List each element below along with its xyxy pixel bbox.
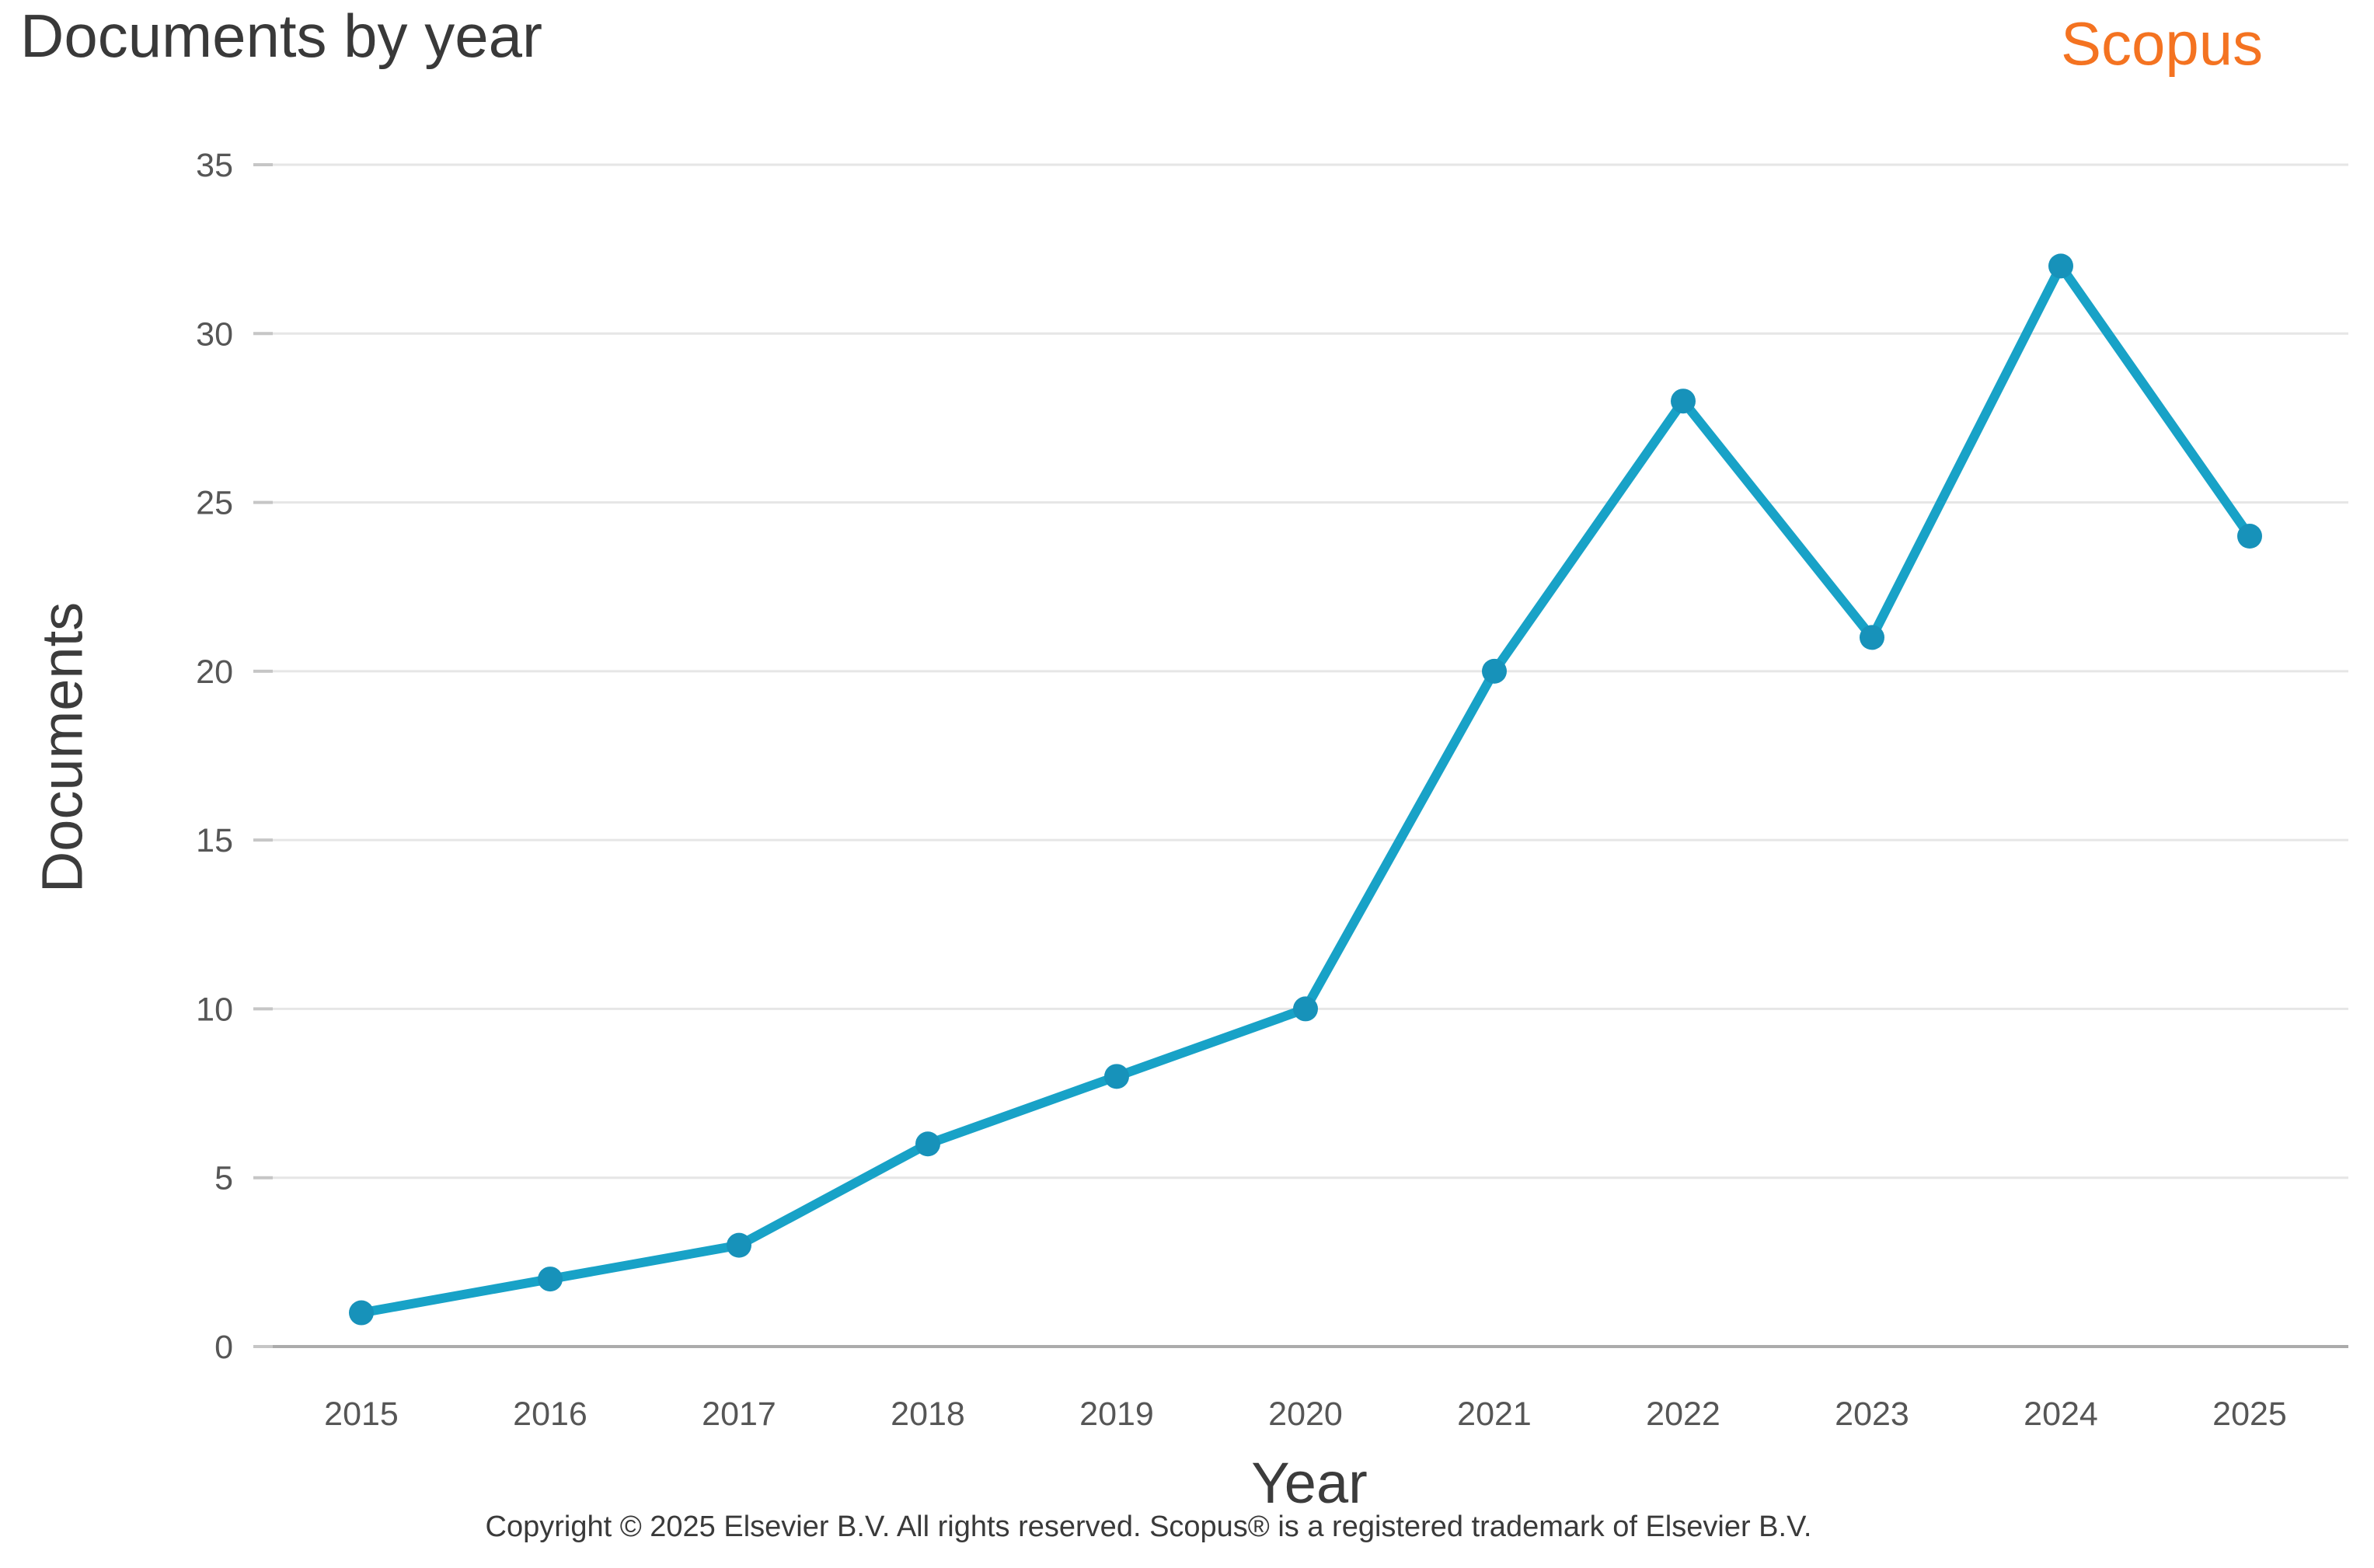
x-tick-label-2015: 2015 xyxy=(324,1396,399,1433)
x-tick-label-2019: 2019 xyxy=(1079,1396,1154,1433)
x-tick-label-2025: 2025 xyxy=(2212,1396,2287,1433)
x-tick-label-2020: 2020 xyxy=(1268,1396,1343,1433)
x-tick-label-2023: 2023 xyxy=(1835,1396,1909,1433)
y-tick-label-20: 20 xyxy=(196,653,233,691)
data-point-2015[interactable] xyxy=(349,1300,374,1326)
data-point-2018[interactable] xyxy=(915,1131,940,1157)
data-point-2019[interactable] xyxy=(1104,1064,1129,1089)
series-line-documents xyxy=(357,261,2254,1318)
y-tick-label-0: 0 xyxy=(214,1329,233,1366)
y-tick-label-30: 30 xyxy=(196,315,233,353)
chart-title: Documents by year xyxy=(20,2,542,70)
y-tick-label-5: 5 xyxy=(214,1160,233,1197)
x-tick-label-2022: 2022 xyxy=(1646,1396,1720,1433)
scopus-logo: Scopus xyxy=(2061,9,2264,78)
copyright-notice: Copyright © 2025 Elsevier B.V. All right… xyxy=(485,1511,1812,1543)
x-tick-label-2017: 2017 xyxy=(702,1396,776,1433)
y-tick-label-35: 35 xyxy=(196,147,233,184)
data-point-2025[interactable] xyxy=(2237,524,2262,549)
data-point-2021[interactable] xyxy=(1482,658,1507,684)
data-point-2017[interactable] xyxy=(727,1232,751,1258)
y-tick-label-15: 15 xyxy=(196,822,233,859)
x-tick-label-2021: 2021 xyxy=(1457,1396,1532,1433)
y-tick-label-10: 10 xyxy=(196,991,233,1028)
data-point-2024[interactable] xyxy=(2048,253,2073,279)
data-point-2023[interactable] xyxy=(1860,625,1884,650)
x-axis-title: Year xyxy=(1251,1451,1368,1515)
data-point-2020[interactable] xyxy=(1293,996,1318,1022)
data-point-2016[interactable] xyxy=(538,1267,563,1292)
x-tick-label-2016: 2016 xyxy=(513,1396,587,1433)
x-tick-label-2024: 2024 xyxy=(2024,1396,2098,1433)
y-tick-label-25: 25 xyxy=(196,485,233,522)
data-point-2022[interactable] xyxy=(1671,389,1696,414)
y-axis-title: Documents xyxy=(30,601,95,894)
x-tick-label-2018: 2018 xyxy=(891,1396,965,1433)
